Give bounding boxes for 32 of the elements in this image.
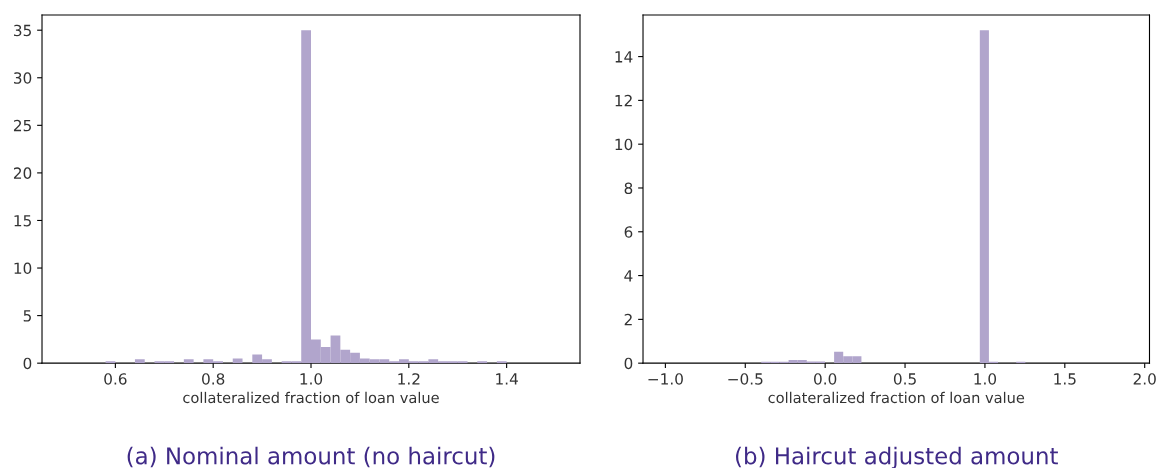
x-tick-label: 0.5 xyxy=(893,373,916,385)
y-tick-label: 14 xyxy=(615,51,633,63)
x-tick-label: −0.5 xyxy=(728,373,763,385)
y-tick-label: 0 xyxy=(23,357,32,370)
x-tick-label: 1.0 xyxy=(300,373,323,385)
text: (b) Haircut adjusted amount xyxy=(736,446,1058,468)
x-tick-label: 1.0 xyxy=(974,373,997,385)
x-axis-title: collateralized fraction of loan value xyxy=(183,391,439,404)
y-tick-label: 4 xyxy=(624,270,633,282)
y-tick-label: 10 xyxy=(14,262,32,275)
y-tick-label: 0 xyxy=(624,357,633,370)
x-tick-label: 1.4 xyxy=(496,373,518,385)
x-tick-label: 0.0 xyxy=(814,373,837,385)
y-tick-label: 20 xyxy=(13,167,32,179)
y-tick-label: 10 xyxy=(615,138,633,151)
y-tick-label: 8 xyxy=(624,182,633,194)
y-tick-label: 15 xyxy=(14,215,31,227)
x-tick-label: 0.6 xyxy=(104,373,127,385)
y-tick-label: 25 xyxy=(13,119,31,132)
x-tick-label: 1.2 xyxy=(398,373,420,385)
x-axis-title: collateralized fraction of loan value xyxy=(768,391,1025,404)
y-tick-label: 5 xyxy=(23,310,31,322)
y-tick-label: 2 xyxy=(624,313,632,326)
x-tick-label: 2.0 xyxy=(1133,373,1156,385)
x-tick-label: 0.8 xyxy=(202,373,225,385)
y-tick-label: 30 xyxy=(14,72,32,84)
x-tick-label: 1.5 xyxy=(1054,373,1076,385)
text: (a) Nominal amount (no haircut) xyxy=(127,446,495,468)
y-tick-label: 12 xyxy=(615,94,632,107)
y-tick-label: 6 xyxy=(624,226,633,238)
x-tick-label: −1.0 xyxy=(648,373,683,385)
y-tick-label: 35 xyxy=(14,24,31,37)
